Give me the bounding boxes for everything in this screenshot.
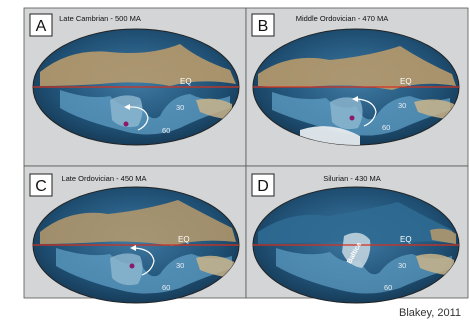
panel-c-letter: C xyxy=(35,178,47,195)
panel-c-letter-box xyxy=(29,173,53,197)
panel-a-letter: A xyxy=(36,18,47,35)
panel-b-lat-30: 30 xyxy=(398,101,406,110)
panel-d-eq-label: EQ xyxy=(400,235,412,244)
panel-b-landmass-south xyxy=(330,97,363,130)
panel-d-landmass-north xyxy=(258,202,456,246)
panel-b-title: Middle Ordovician - 470 MA xyxy=(296,14,389,23)
panel-b-motion-arrow xyxy=(355,98,377,127)
panel-b-letter-box xyxy=(251,13,275,37)
panel-c-landmass-east xyxy=(196,255,234,278)
panel-a-landmass-north xyxy=(40,44,236,86)
panel-c-shelf xyxy=(56,248,232,294)
panel-b-marker xyxy=(349,115,355,121)
panel-d-letter-box xyxy=(251,173,275,197)
panel-a-landmass-south xyxy=(110,95,143,128)
panel-c-landmass-south xyxy=(110,253,143,286)
panel-c: C Late Ordovician - 450 MA EQ 30 60 xyxy=(29,173,240,304)
panel-a-title: Late Cambrian - 500 MA xyxy=(59,14,141,23)
panel-b-shelf xyxy=(272,92,450,136)
panel-d-landmass-far-east xyxy=(430,228,456,244)
panel-d-lat-60: 60 xyxy=(384,283,392,292)
panel-d: Baltica D Silurian - 430 MA EQ 30 60 xyxy=(251,173,460,304)
panel-c-landmass-north xyxy=(40,200,236,246)
panel-a-letter-box xyxy=(29,13,53,37)
panel-a-landmass-east xyxy=(196,98,232,120)
panel-d-landmass-east xyxy=(416,253,454,276)
panel-b-landmass-north xyxy=(258,46,456,90)
panel-a-lat-60: 60 xyxy=(162,126,170,135)
panel-c-motion-arrow xyxy=(133,247,155,276)
panel-a-motion-arrow xyxy=(127,106,149,131)
panel-d-shelf xyxy=(276,248,452,294)
panel-b-landmass-east xyxy=(414,99,454,120)
panel-b: B Middle Ordovician - 470 MA EQ 30 60 xyxy=(251,13,460,146)
panel-c-lat-30: 30 xyxy=(176,261,184,270)
panel-c-lat-60: 60 xyxy=(162,283,170,292)
panel-c-eq-label: EQ xyxy=(178,235,190,244)
panel-b-lat-60: 60 xyxy=(382,123,390,132)
panel-d-baltica xyxy=(342,232,371,268)
panel-c-arrowhead xyxy=(130,245,136,251)
panel-b-arrowhead xyxy=(352,96,358,102)
panel-b-eq-label: EQ xyxy=(400,77,412,86)
panel-a-arrowhead xyxy=(124,104,130,110)
panel-c-marker xyxy=(129,263,135,269)
panel-b-letter: B xyxy=(258,18,269,35)
panel-a: A Late Cambrian - 500 MA EQ 30 60 xyxy=(29,13,240,146)
credit-text: Blakey, 2011 xyxy=(399,307,461,319)
panel-d-letter: D xyxy=(257,178,269,195)
panel-a-lat-30: 30 xyxy=(176,103,184,112)
panel-d-title: Silurian - 430 MA xyxy=(323,174,381,183)
panel-d-lat-30: 30 xyxy=(398,261,406,270)
panel-a-eq-label: EQ xyxy=(180,77,192,86)
panel-c-title: Late Ordovician - 450 MA xyxy=(61,174,146,183)
panel-a-marker xyxy=(123,121,129,127)
